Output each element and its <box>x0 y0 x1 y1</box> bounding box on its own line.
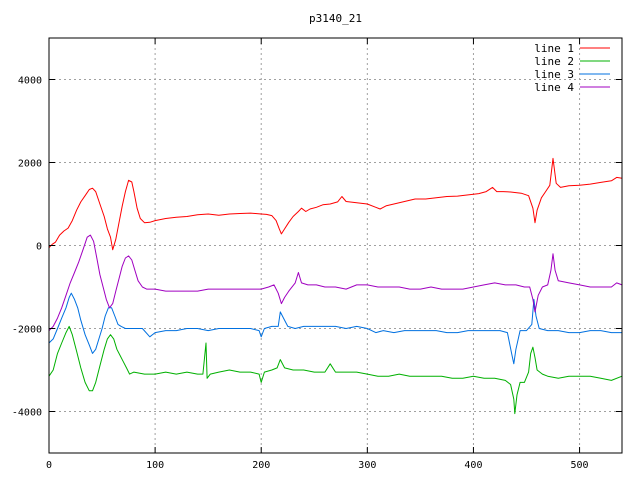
series-line-2 <box>48 325 623 415</box>
legend-label-2: line 2 <box>534 55 574 68</box>
series-line-3 <box>48 292 622 365</box>
y-tick-label: 2000 <box>18 159 42 170</box>
grid <box>49 38 622 453</box>
axis-ticks: 0 100 200 300 400 500 -4000 -2000 0 2000 4000 <box>12 38 622 471</box>
x-tick-label: 200 <box>252 460 270 471</box>
x-tick-label: 500 <box>571 460 589 471</box>
y-tick-label: 4000 <box>18 76 42 87</box>
legend-label-3: line 3 <box>534 68 574 81</box>
y-tick-label: -4000 <box>12 408 42 419</box>
legend-label-4: line 4 <box>534 81 574 94</box>
y-tick-label: -2000 <box>12 325 42 336</box>
x-tick-label: 400 <box>464 460 482 471</box>
legend-label-1: line 1 <box>534 42 574 55</box>
x-tick-label: 0 <box>46 460 52 471</box>
x-tick-label: 300 <box>358 460 376 471</box>
chart-title: p3140_21 <box>309 12 362 25</box>
x-tick-label: 100 <box>146 460 164 471</box>
series-line-1 <box>48 157 623 251</box>
series-lines <box>48 157 623 415</box>
series-line-4 <box>48 234 623 331</box>
y-tick-label: 0 <box>36 242 42 253</box>
